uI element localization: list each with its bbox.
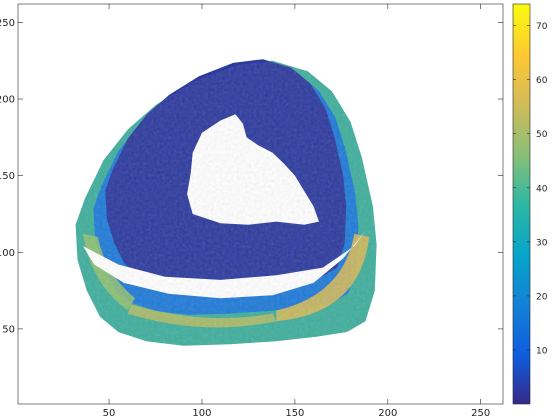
colorbar [512,3,531,405]
y-tick-label: 150 [0,171,15,182]
x-tick-label: 50 [103,408,116,419]
colorbar-tick-label: 60 [536,76,548,86]
colorbar-ticks: 10 20 30 40 50 60 70 [513,22,548,356]
colorbar-tick-label: 40 [536,184,548,194]
y-tick-label: 250 [0,18,15,29]
y-tick-label: 100 [0,248,15,259]
y-tick-label: 200 [0,95,15,106]
colorbar-tick-label: 50 [536,130,548,140]
heatmap-image [75,59,377,346]
y-tick-label: 50 [2,324,15,335]
colorbar-tick-label: 30 [536,238,548,248]
colorbar-tick-label: 70 [536,22,548,32]
x-tick-label: 150 [285,408,304,419]
y-axis: 50 100 150 200 250 [0,18,503,335]
x-tick-label: 250 [471,408,490,419]
colorbar-tick-label: 10 [536,346,548,356]
colorbar-tick-label: 20 [536,292,548,302]
x-axis: 50 100 150 200 250 [103,4,490,419]
heatmap-texture [75,60,377,346]
x-tick-label: 100 [192,408,211,419]
x-tick-label: 200 [378,408,397,419]
